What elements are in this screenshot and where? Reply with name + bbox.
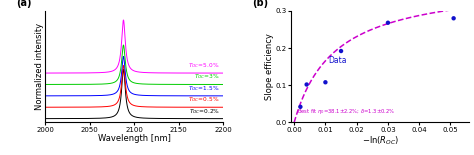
Text: $T_{OC}$=0.5%: $T_{OC}$=0.5% <box>188 95 220 104</box>
Y-axis label: Normalized intensity: Normalized intensity <box>35 23 44 110</box>
Point <box>450 17 457 20</box>
Text: Data: Data <box>328 56 347 65</box>
Text: Best fit $\eta_0$=38.1$\pm$2.2%; $\delta$=1.3$\pm$0.2%: Best fit $\eta_0$=38.1$\pm$2.2%; $\delta… <box>297 107 395 116</box>
Point <box>322 81 329 84</box>
Text: $T_{OC}$=5.0%: $T_{OC}$=5.0% <box>188 61 220 70</box>
Text: $T_{OC}$=3%: $T_{OC}$=3% <box>194 73 220 82</box>
Text: (b): (b) <box>252 0 268 8</box>
Point <box>303 83 310 86</box>
X-axis label: $-\ln(R_{OC})$: $-\ln(R_{OC})$ <box>362 134 399 146</box>
X-axis label: Wavelength [nm]: Wavelength [nm] <box>98 134 171 143</box>
Point <box>297 106 304 108</box>
Point <box>384 22 392 24</box>
Point <box>337 50 345 52</box>
Text: (a): (a) <box>17 0 32 8</box>
Y-axis label: Slope efficiency: Slope efficiency <box>265 33 274 100</box>
Text: $T_{OC}$=1.5%: $T_{OC}$=1.5% <box>188 84 220 93</box>
Text: $T_{OC}$=0.2%: $T_{OC}$=0.2% <box>189 107 220 116</box>
